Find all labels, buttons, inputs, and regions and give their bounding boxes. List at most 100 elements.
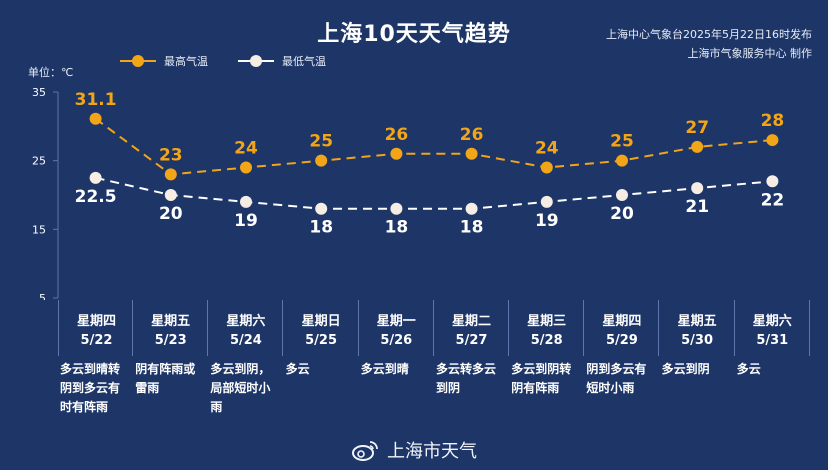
point-high-2: [240, 161, 252, 174]
day-header: 星期日 5/25: [284, 300, 359, 356]
weekday-label: 星期二: [451, 314, 491, 329]
day-column: 星期五 5/23 阴有阵雨或 雷雨: [133, 300, 209, 460]
y-tick-label: 35: [32, 86, 46, 99]
point-low-7: [616, 189, 628, 201]
weather-description: 多云到晴: [360, 362, 409, 376]
data-label-high-6: 24: [535, 139, 559, 159]
day-column: 星期日 5/25 多云: [284, 300, 359, 460]
forecast-table: 星期四 5/22 多云到晴转 阴到多云有 时有阵雨 星期五 5/23 阴有阵雨或 雷雨 星期…: [58, 300, 810, 460]
point-high-6: [540, 161, 553, 174]
weather-description: 多云: [736, 362, 761, 376]
data-label-high-4: 26: [385, 125, 409, 145]
weekday-label: 星期四: [76, 314, 116, 329]
weather-description: 多云转多云 到阴: [436, 362, 497, 395]
data-label-low-6: 19: [535, 211, 559, 231]
data-label-low-1: 20: [159, 204, 183, 224]
date-label: 5/23: [154, 333, 187, 348]
point-low-1: [164, 189, 177, 201]
data-label-low-4: 18: [385, 218, 409, 238]
weather-description: 多云到阴: [661, 362, 710, 376]
date-label: 5/22: [80, 333, 113, 348]
weather-description: 阴到多云有 短时小雨: [586, 362, 647, 395]
point-high-9: [766, 134, 779, 147]
weather-description: 阴有阵雨或 雷雨: [135, 362, 196, 395]
weather-description: 多云到阴转 阴有阵雨: [511, 362, 572, 395]
y-tick-label: 5: [39, 292, 46, 300]
data-label-low-0: 22.5: [75, 187, 117, 207]
footer-brand: 上海市天气: [0, 436, 828, 464]
y-tick-label: 15: [32, 223, 46, 236]
day-column: 星期一 5/26 多云到晴: [359, 300, 434, 460]
legend-item-low: 最低气温: [238, 52, 326, 70]
date-label: 5/29: [605, 333, 638, 348]
point-low-6: [540, 195, 553, 208]
day-header: 星期四 5/22: [58, 300, 133, 356]
data-label-high-7: 25: [610, 132, 634, 152]
day-header: 星期三 5/28: [509, 300, 585, 356]
legend-swatch-low: [238, 54, 274, 68]
day-header: 星期五 5/30: [660, 300, 735, 356]
legend-label-low: 最低气温: [282, 55, 326, 68]
data-label-high-8: 27: [685, 118, 709, 138]
weather-description: 多云到阴， 局部短时小 雨: [210, 362, 271, 414]
date-label: 5/30: [681, 333, 714, 348]
weather-description: 多云到晴转 阴到多云有 时有阵雨: [60, 362, 121, 414]
date-label: 5/26: [380, 333, 413, 348]
data-label-low-2: 19: [234, 211, 258, 231]
date-label: 5/24: [229, 333, 262, 348]
weekday-label: 星期日: [301, 314, 341, 329]
producer-info: 上海市气象服务中心 制作: [687, 47, 813, 60]
page-title: 上海10天天气趋势: [317, 22, 511, 47]
day-header: 星期四 5/29: [584, 300, 660, 356]
date-label: 5/28: [530, 333, 563, 348]
day-header: 星期一 5/26: [359, 300, 434, 356]
weekday-label: 星期六: [752, 314, 792, 329]
y-axis-unit: 单位：℃: [28, 66, 74, 79]
weekday-label: 星期五: [151, 314, 191, 329]
legend-label-high: 最高气温: [164, 55, 208, 68]
weekday-label: 星期一: [376, 314, 416, 329]
y-tick-label: 25: [32, 155, 46, 168]
point-high-1: [164, 168, 177, 181]
temperature-chart: 35 25 15 5 31.1 23 24 25 26 26 24 25 27 28 22.5 20 19 18 1…: [32, 86, 785, 300]
day-column: 星期二 5/27 多云转多云 到阴: [434, 300, 509, 460]
point-low-5: [465, 202, 478, 215]
data-label-low-3: 18: [309, 218, 333, 238]
series-line-high: [95, 117, 773, 176]
weather-description: 多云: [285, 362, 310, 376]
legend-item-high: 最高气温: [120, 52, 208, 70]
date-label: 5/27: [455, 333, 488, 348]
point-high-4: [390, 147, 403, 160]
day-column: 星期四 5/29 阴到多云有 短时小雨: [584, 300, 660, 460]
weekday-label: 星期四: [602, 314, 642, 329]
weekday-label: 星期五: [677, 314, 717, 329]
legend-swatch-high: [120, 54, 156, 68]
data-label-high-3: 25: [309, 132, 333, 152]
point-low-9: [766, 175, 779, 188]
data-label-low-9: 22: [761, 190, 785, 210]
point-low-0: [89, 171, 102, 184]
weibo-icon: [352, 441, 378, 461]
data-label-low-5: 18: [460, 218, 484, 238]
day-column: 星期六 5/24 多云到阴， 局部短时小 雨: [208, 300, 284, 460]
point-high-5: [465, 147, 478, 160]
data-label-high-2: 24: [234, 139, 258, 159]
day-header: 星期五 5/23: [133, 300, 209, 356]
day-header: 星期二 5/27: [434, 300, 509, 356]
point-high-0: [89, 112, 102, 125]
point-low-2: [240, 195, 252, 208]
day-column: 星期六 5/31 多云: [735, 300, 810, 460]
data-label-low-8: 21: [685, 197, 709, 217]
point-high-7: [616, 154, 628, 167]
footer-brand-text: 上海市天气: [387, 441, 477, 462]
day-column: 星期五 5/30 多云到阴: [660, 300, 735, 460]
point-low-8: [691, 182, 704, 195]
data-label-low-7: 20: [610, 204, 634, 224]
series-line-low: [95, 176, 773, 210]
data-label-high-0: 31.1: [75, 90, 117, 110]
data-label-high-5: 26: [460, 125, 484, 145]
day-column: 星期四 5/22 多云到晴转 阴到多云有 时有阵雨: [58, 300, 133, 460]
date-label: 5/25: [305, 333, 338, 348]
day-column: 星期三 5/28 多云到阴转 阴有阵雨: [509, 300, 585, 460]
day-header: 星期六 5/24: [208, 300, 284, 356]
